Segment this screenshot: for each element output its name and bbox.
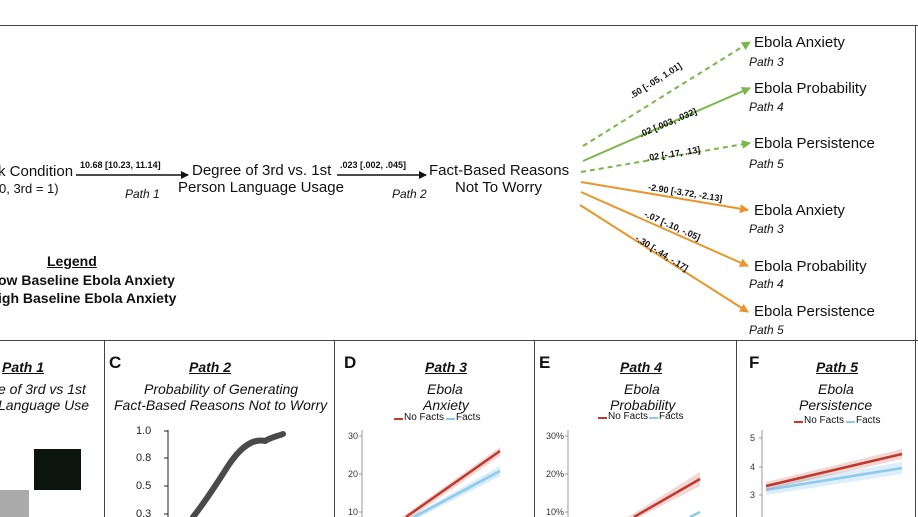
panel-f-legend-facts: Facts: [856, 415, 881, 426]
outcome-high-persistence-path: Path 5: [749, 323, 784, 337]
panel-e-title-2: Probability: [610, 397, 676, 413]
panel-f-legend-nofacts: No Facts: [804, 415, 845, 426]
panel-d-nofacts-band: [402, 447, 500, 517]
fact-node-line2: Not To Worry: [455, 179, 542, 196]
panel-e-legend-nofacts: No Facts: [608, 411, 649, 422]
panel-c-plot: [164, 430, 286, 517]
panel-d-ytick: 20: [348, 469, 359, 479]
panel-c-ytick: 0.3: [136, 508, 152, 517]
panel-f-path: Path 5: [816, 359, 859, 375]
panel-f-facts-line: [765, 466, 903, 492]
condition-node-sub: 0, 3rd = 1): [0, 181, 59, 196]
low-probability-arrow: [582, 87, 751, 162]
high-persistence-arrow: [579, 204, 749, 313]
panel-d-plot: [359, 430, 501, 517]
high-probability-arrow: [580, 191, 749, 267]
path1-coef: 10.68 [10.23, 11.14]: [80, 160, 161, 170]
fact-node-line1: Fact-Based Reasons: [429, 162, 570, 179]
degree-node-line2: Person Language Usage: [178, 179, 344, 196]
path2-label: Path 2: [392, 187, 427, 201]
panel-d-legend-nofacts: No Facts: [404, 412, 445, 423]
panel-d-ytick: 30: [348, 431, 359, 441]
high-anxiety-arrow: [580, 181, 749, 214]
panel-e-path: Path 4: [620, 359, 663, 375]
legend-low: ow Baseline Ebola Anxiety: [0, 272, 175, 288]
panel-d-path: Path 3: [425, 359, 468, 375]
panel-e-ytick: 20%: [546, 469, 565, 479]
outcome-low-anxiety: Ebola Anxiety: [754, 34, 845, 51]
panel-f-ytick: 3: [750, 490, 756, 500]
panel-e-facts-line: [689, 510, 701, 517]
panel-d-nofacts-line: [405, 449, 501, 517]
outcome-low-probability: Ebola Probability: [754, 80, 867, 97]
panel-f-nofacts-line: [765, 452, 903, 488]
panel-c-ytick: 1.0: [136, 425, 152, 437]
panel-c-ytick: 0.5: [136, 480, 152, 492]
panel-b-gray-block: [0, 490, 29, 517]
panel-c-ytick: 0.8: [136, 452, 152, 464]
low-persistence-arrow: [580, 139, 751, 173]
outcome-low-probability-path: Path 4: [749, 100, 784, 114]
panel-d-facts-band: [410, 466, 500, 517]
panel-b-title-1: e of 3rd vs 1st: [0, 381, 86, 397]
low-anxiety-arrow: [582, 41, 751, 147]
panel-f-ytick: 4: [750, 462, 756, 472]
panel-b-path: Path 1: [2, 359, 45, 375]
legend-title: Legend: [47, 253, 97, 269]
outcome-high-probability-path: Path 4: [749, 277, 784, 291]
panel-f-ytick: 5: [750, 433, 756, 443]
panel-e-letter: E: [539, 353, 551, 372]
panel-f-title-1: Ebola: [818, 381, 854, 397]
panel-e-nofacts-band: [628, 472, 700, 517]
outcome-low-persistence: Ebola Persistence: [754, 135, 875, 152]
outcome-high-anxiety-path: Path 3: [749, 222, 784, 236]
panel-c-title-2: Fact-Based Reasons Not to Worry: [114, 397, 328, 413]
degree-node-line1: Degree of 3rd vs. 1st: [192, 162, 332, 179]
outcome-high-persistence: Ebola Persistence: [754, 303, 875, 320]
outcome-low-anxiety-path: Path 3: [749, 55, 784, 69]
panel-d-legend-facts: Facts: [456, 412, 481, 423]
panel-b-title-2: Language Use: [0, 397, 90, 413]
path1-label: Path 1: [125, 187, 160, 201]
panel-e-plot: [565, 430, 701, 517]
panel-d-letter: D: [344, 353, 357, 372]
panel-e-ytick: 10%: [546, 507, 565, 517]
outcome-high-probability: Ebola Probability: [754, 258, 867, 275]
outcome-low-persistence-path: Path 5: [749, 157, 784, 171]
panel-c-letter: C: [109, 353, 122, 372]
panel-e-nofacts-line: [633, 477, 701, 517]
panel-f-plot: [759, 430, 903, 517]
panel-c-curve: [190, 431, 286, 517]
legend-high: igh Baseline Ebola Anxiety: [0, 290, 177, 306]
panel-d-facts-line: [413, 469, 501, 517]
panel-f-letter: F: [749, 353, 760, 372]
panel-b-dark-block: [34, 449, 81, 490]
panel-c-path: Path 2: [189, 359, 232, 375]
condition-node-label: k Condition: [0, 163, 74, 180]
panel-d-title-2: Anxiety: [423, 397, 469, 413]
panel-e-title-1: Ebola: [624, 381, 660, 397]
panel-e-ytick: 30%: [546, 431, 565, 441]
path2-coef: .023 [.002, .045]: [340, 160, 407, 170]
outcome-high-anxiety: Ebola Anxiety: [754, 202, 845, 219]
panel-e-legend-facts: Facts: [659, 411, 684, 422]
panel-d-title-1: Ebola: [427, 381, 463, 397]
panel-c-title-1: Probability of Generating: [144, 381, 299, 397]
panel-f-title-2: Persistence: [799, 397, 873, 413]
panel-d-ytick: 10: [348, 507, 359, 517]
